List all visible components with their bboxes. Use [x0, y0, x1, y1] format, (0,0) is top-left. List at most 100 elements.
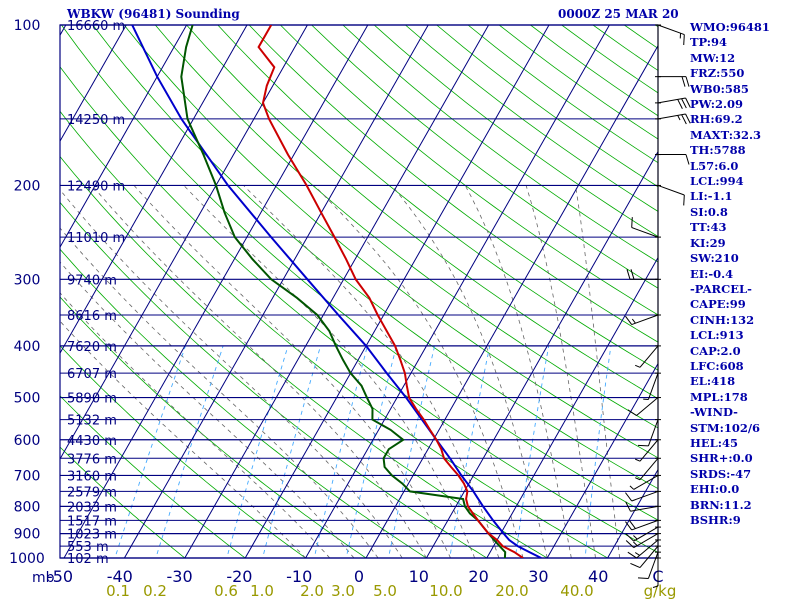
- index-shr00: SHR+:0.0: [690, 451, 753, 466]
- wind-barb: [639, 457, 659, 481]
- wind-barb-flag: [685, 113, 691, 124]
- index-l5760: L57:6.0: [690, 158, 739, 173]
- mixing-ratio-line: [584, 345, 612, 558]
- wind-barb-flag: [625, 533, 635, 542]
- isotherm: [60, 25, 67, 37]
- wind-barb-half: [677, 115, 681, 121]
- wind-barb: [633, 533, 659, 549]
- wind-barb-flag: [681, 76, 686, 87]
- index-mpl178: MPL:178: [690, 389, 748, 404]
- temperature-tick-label: -20: [226, 567, 252, 586]
- isotherm: [305, 25, 610, 558]
- wind-barb: [647, 419, 659, 447]
- height-label: 553 m: [67, 540, 109, 555]
- wind-barb-flag: [625, 540, 635, 548]
- temperature-trace: [257, 25, 524, 558]
- wind-barb-half: [633, 541, 638, 546]
- index-stm1026: STM:102/6: [690, 420, 761, 435]
- wind-barb-flag: [627, 409, 637, 416]
- wind-barb: [633, 475, 659, 490]
- index-si08: SI:0.8: [690, 204, 728, 219]
- dry-adiabat: [60, 201, 488, 558]
- height-label: 102 m: [67, 552, 109, 567]
- index-wb0585: WB0:585: [690, 81, 749, 96]
- mixing-ratio-line: [313, 345, 368, 558]
- wind-barb-half: [633, 535, 638, 540]
- sounding-time: 0000Z 25 MAR 20: [558, 7, 679, 21]
- moist-adiabat: [91, 185, 427, 558]
- dry-adiabat: [311, 25, 658, 289]
- wind-barb-half: [634, 552, 640, 556]
- dry-adiabat: [60, 345, 307, 558]
- wind-barb-flag: [677, 99, 683, 109]
- dry-adiabat: [60, 110, 609, 558]
- wind-barb-flag: [681, 98, 687, 109]
- isotherm: [184, 25, 490, 558]
- height-label: 14250 m: [67, 113, 125, 128]
- dry-adiabat: [61, 25, 658, 521]
- wind-barb: [631, 519, 659, 531]
- wind-barbs: [625, 24, 691, 588]
- mixing-ratio-axis: 0.1 0.2 0.6 1.0 2.0 3.0 5.0 10.0 20.0 40.0 g/kg: [106, 582, 676, 600]
- pressure-tick-label: 400: [14, 339, 41, 355]
- wind-barb-flag: [631, 217, 633, 228]
- index-el418: EL:418: [690, 374, 736, 389]
- wind-barb-flag: [626, 269, 631, 280]
- mixing-ratio-line: [514, 345, 550, 558]
- index-cape99: CAPE:99: [690, 297, 746, 312]
- moist-adiabat: [575, 185, 621, 558]
- pressure-tick-label: 100: [14, 18, 41, 34]
- pressure-unit-label: mb: [32, 570, 55, 586]
- isotherm: [60, 25, 188, 249]
- wind-barb-flag: [685, 76, 690, 87]
- pressure-tick-label: 600: [14, 433, 41, 449]
- height-label: 3776 m: [67, 452, 117, 467]
- dry-adiabat: [217, 25, 658, 371]
- wind-barb-flag: [637, 577, 649, 579]
- index-wind: -WIND-: [690, 405, 738, 420]
- index-cap20: CAP:2.0: [690, 343, 741, 358]
- temperature-tick-label: -40: [107, 567, 133, 586]
- dry-adiabat: [154, 25, 658, 429]
- wind-barb-flag: [683, 34, 685, 46]
- wind-barb: [657, 97, 686, 104]
- wind-barb: [657, 113, 686, 120]
- height-label: 12490 m: [67, 179, 125, 194]
- mixing-ratio-tick-label: 3.0: [331, 582, 355, 600]
- moist-adiabat: [60, 320, 306, 558]
- wind-barb-flag: [625, 521, 633, 531]
- height-label: 3160 m: [67, 469, 117, 484]
- height-label: 1517 m: [67, 514, 117, 529]
- isotherm: [60, 25, 308, 461]
- temperature-tick-label: 0: [354, 567, 364, 586]
- wind-barb-flag: [681, 114, 687, 125]
- wind-barb-flag: [625, 315, 633, 325]
- mixing-ratio-line: [449, 345, 491, 558]
- dewpoint-trace: [180, 25, 507, 558]
- index-cinh132: CINH:132: [690, 312, 755, 327]
- mixing-ratio-line: [388, 345, 436, 558]
- wind-barb: [639, 345, 659, 368]
- index-srds47: SRDS:-47: [690, 466, 752, 481]
- moist-adiabat: [60, 227, 379, 558]
- wind-barb-flag: [625, 492, 633, 502]
- temperature-tick-label: 10: [409, 567, 429, 586]
- mixing-ratio-tick-label: 0.1: [106, 582, 130, 600]
- index-wmo96481: WMO:96481: [690, 20, 770, 34]
- index-lfc608: LFC:608: [690, 358, 744, 373]
- temperature-tick-label: 30: [528, 567, 548, 586]
- isotherm: [63, 25, 369, 558]
- isotherm: [486, 256, 658, 558]
- index-tt43: TT:43: [690, 220, 727, 235]
- dry-adiabat: [92, 25, 658, 490]
- mixing-ratio-line: [155, 345, 224, 558]
- index-tp94: TP:94: [690, 35, 728, 50]
- wind-barb: [657, 184, 685, 196]
- dry-adiabat: [60, 395, 246, 558]
- wind-barb-flag: [628, 519, 636, 529]
- wind-barb: [636, 539, 659, 559]
- wind-barb: [631, 490, 659, 502]
- wind-barb-half: [629, 485, 635, 490]
- wind-barb-flag: [630, 562, 641, 569]
- moist-adiabat: [60, 261, 355, 558]
